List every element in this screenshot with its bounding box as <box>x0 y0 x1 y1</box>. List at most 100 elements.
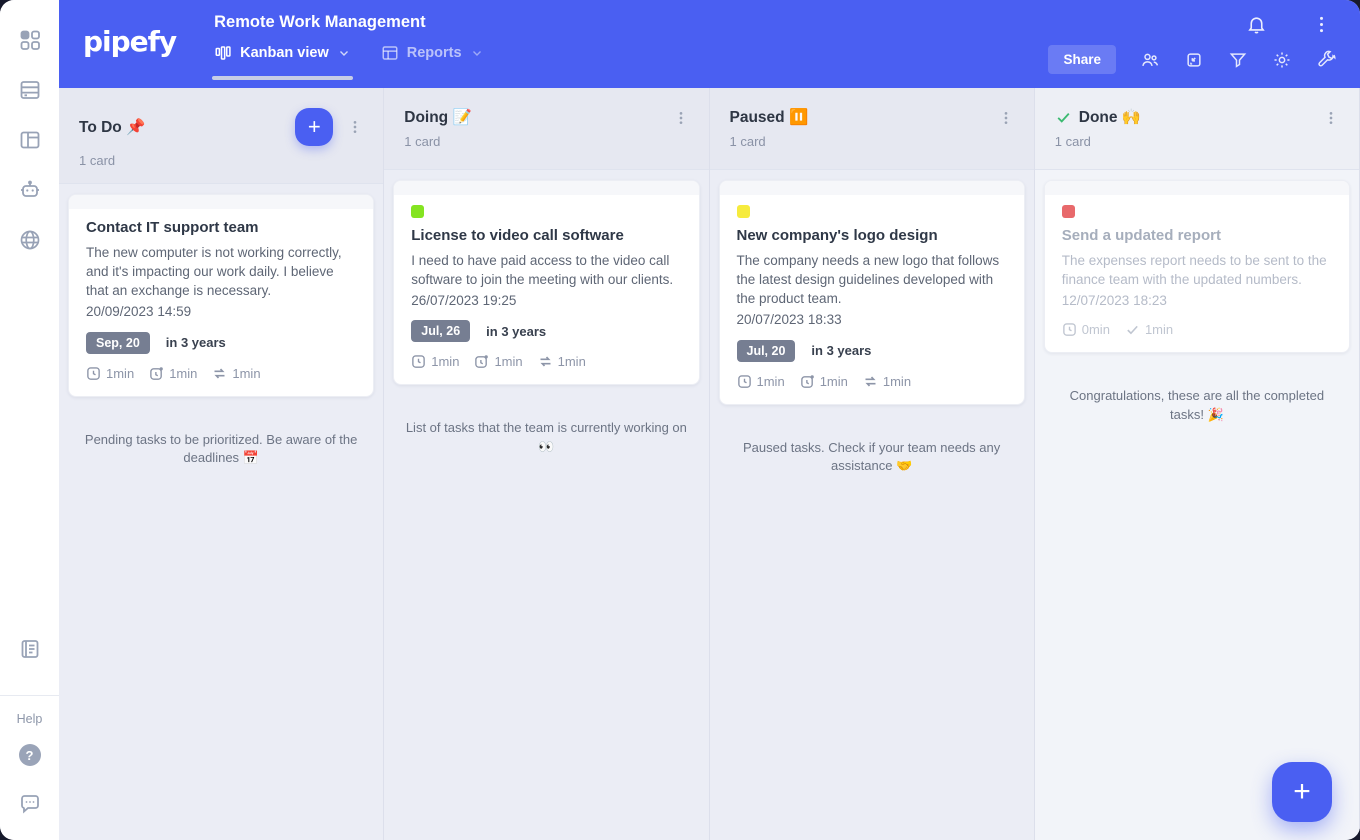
check-icon <box>1055 109 1072 126</box>
card-strip <box>394 181 699 195</box>
due-in-text: in 3 years <box>486 323 547 339</box>
journal-icon[interactable] <box>18 637 42 661</box>
card-datetime: 12/07/2023 18:23 <box>1061 293 1167 309</box>
add-card-button[interactable]: + <box>295 108 334 146</box>
check-icon <box>1125 322 1140 337</box>
cycle-icon <box>863 374 878 389</box>
reports-icon <box>381 44 399 62</box>
tab-reports-label: Reports <box>406 45 462 61</box>
time-metric: 0min <box>1062 322 1110 337</box>
clock-added-icon <box>149 366 164 381</box>
card-logo-design[interactable]: New company's logo design The company ne… <box>718 180 1025 405</box>
question-circle-icon[interactable] <box>18 744 41 766</box>
tab-reports[interactable]: Reports <box>381 44 484 66</box>
column-menu-icon[interactable] <box>347 119 363 135</box>
column-helper-text: Pending tasks to be prioritized. Be awar… <box>84 431 358 466</box>
filter-icon[interactable] <box>1228 50 1248 70</box>
clock-square-icon <box>737 374 752 389</box>
card-send-updated-report[interactable]: Send a updated report The expenses repor… <box>1043 180 1350 354</box>
header-main: Remote Work Management Kanban view <box>212 0 1048 88</box>
cycle-metric: 1min <box>863 374 911 389</box>
card-label-green <box>411 205 425 218</box>
column-menu-icon[interactable] <box>998 110 1014 126</box>
card-title: New company's logo design <box>736 227 938 244</box>
card-description: The new computer is not working correctl… <box>86 245 342 299</box>
column-done-body: Send a updated report The expenses repor… <box>1035 170 1359 435</box>
import-icon[interactable] <box>1184 50 1204 70</box>
due-in-text: in 3 years <box>165 335 226 351</box>
column-doing-body: License to video call software I need to… <box>384 170 708 467</box>
settings-icon[interactable] <box>1272 50 1292 70</box>
pipe-header: pipefy Remote Work Management Kanban vie… <box>59 0 1360 88</box>
column-doing-header: Doing 📝 1 card <box>384 88 709 170</box>
due-in-text: in 3 years <box>811 343 872 359</box>
data-table-icon[interactable] <box>18 78 42 102</box>
column-paused-body: New company's logo design The company ne… <box>710 170 1034 486</box>
card-strip <box>1044 181 1349 195</box>
time-metric: 1min <box>411 354 459 369</box>
share-button[interactable]: Share <box>1048 45 1116 74</box>
main-area: pipefy Remote Work Management Kanban vie… <box>59 0 1360 840</box>
cycle-icon <box>538 354 553 369</box>
notifications-icon[interactable] <box>1246 14 1267 35</box>
card-strip <box>69 195 374 209</box>
due-date-badge: Jul, 26 <box>411 320 471 343</box>
cycle-metric: 1min <box>212 366 261 381</box>
column-name: Paused ⏸️ <box>729 109 809 126</box>
card-description: The expenses report needs to be sent to … <box>1061 253 1327 288</box>
clock-added-icon <box>474 354 489 369</box>
chevron-down-icon <box>337 46 351 60</box>
column-to-do-body: Contact IT support team The new computer… <box>59 184 383 478</box>
column-menu-icon[interactable] <box>1323 110 1339 126</box>
kanban-icon <box>214 44 232 62</box>
column-helper-text: List of tasks that the team is currently… <box>405 420 687 455</box>
column-to-do-header: To Do 📌 + 1 card <box>59 88 384 184</box>
chat-icon[interactable] <box>18 792 42 816</box>
left-sidebar: Help <box>0 0 59 840</box>
column-card-count: 1 card <box>1054 134 1091 149</box>
header-toolbar: Share <box>1048 45 1336 74</box>
column-paused-header: Paused ⏸️ 1 card <box>709 88 1034 170</box>
time-metric: 1min <box>86 366 134 381</box>
board-layout-icon[interactable] <box>18 128 42 152</box>
members-icon[interactable] <box>1140 50 1160 70</box>
robot-icon[interactable] <box>18 178 42 202</box>
card-contact-it-support[interactable]: Contact IT support team The new computer… <box>68 194 375 397</box>
card-title: Contact IT support team <box>86 219 259 236</box>
wrench-icon[interactable] <box>1316 50 1336 70</box>
column-card-count: 1 card <box>79 153 116 168</box>
header-right: Share <box>1048 0 1336 88</box>
kanban-board: To Do 📌 + 1 card Conta <box>59 88 1360 840</box>
pipe-title: Remote Work Management <box>214 13 426 31</box>
card-label-red <box>1061 205 1075 218</box>
chevron-down-icon <box>470 46 484 60</box>
floating-add-card-button[interactable]: + <box>1272 762 1332 822</box>
card-datetime: 20/07/2023 18:33 <box>736 312 842 328</box>
card-strip <box>719 181 1024 195</box>
clock-square-icon <box>86 366 101 381</box>
column-card-count: 1 card <box>729 134 766 149</box>
time-metric: 1min <box>474 354 523 369</box>
column-doing: Doing 📝 1 card Licens <box>384 88 710 840</box>
clock-square-icon <box>1062 322 1077 337</box>
pipefy-logo[interactable]: pipefy <box>83 24 177 58</box>
time-metric: 1min <box>149 366 197 381</box>
column-name: To Do 📌 <box>79 118 146 136</box>
view-tabs: Kanban view Report <box>212 44 1048 80</box>
kebab-menu-icon[interactable] <box>1311 14 1332 35</box>
time-metric: 1min <box>800 374 848 389</box>
cycle-metric: 1min <box>538 354 586 369</box>
due-date-badge: Sep, 20 <box>86 331 150 354</box>
tab-kanban-view[interactable]: Kanban view <box>212 44 353 80</box>
globe-icon[interactable] <box>18 228 42 252</box>
card-license-video-call[interactable]: License to video call software I need to… <box>393 180 700 386</box>
column-menu-icon[interactable] <box>673 110 689 126</box>
card-title: Send a updated report <box>1061 227 1221 244</box>
clock-added-icon <box>800 374 815 389</box>
column-helper-text: Paused tasks. Check if your team needs a… <box>743 439 1001 474</box>
apps-grid-icon[interactable] <box>18 28 42 52</box>
column-helper-text: Congratulations, these are all the compl… <box>1069 388 1325 423</box>
column-to-do: To Do 📌 + 1 card Conta <box>59 88 385 840</box>
column-done: Done 🙌 1 card Send a <box>1034 88 1360 840</box>
